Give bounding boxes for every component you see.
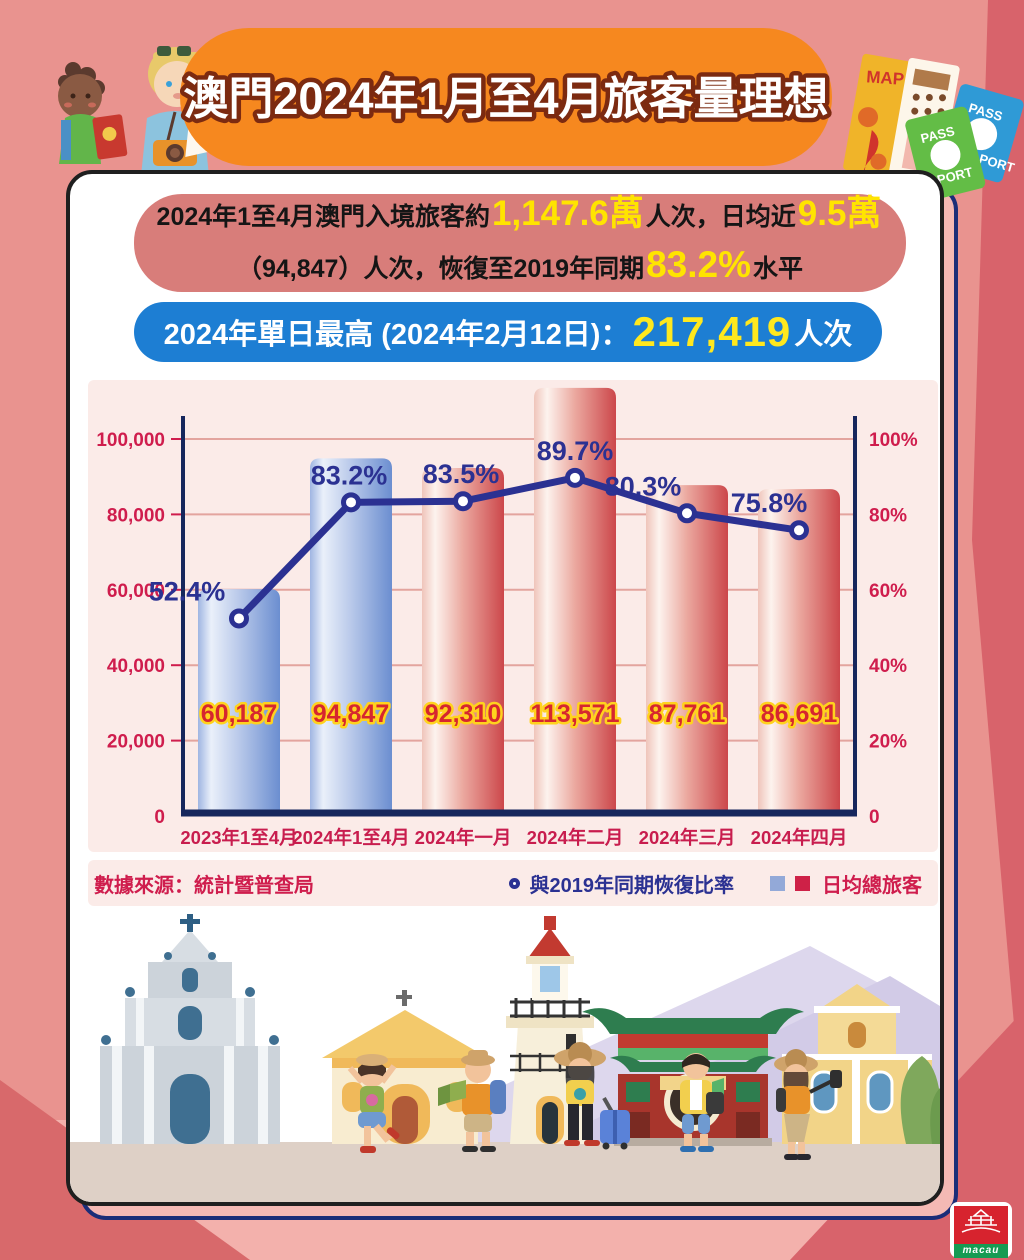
legend-blue-square-icon: [770, 875, 785, 891]
summary-highlight-daily: 9.5萬: [797, 193, 882, 233]
macau-tourism-logo: macau: [950, 1202, 1012, 1258]
page-title: 澳門2024年1月至4月旅客量理想: [183, 73, 828, 124]
daily-record-suffix: 人次: [794, 319, 853, 351]
right-axis-label: 40%: [869, 656, 907, 677]
right-axis-label: 60%: [869, 581, 907, 602]
percent-label: 75.8%: [731, 488, 808, 518]
tourist-ticket-man: [680, 1053, 724, 1152]
bar: [310, 458, 392, 816]
bar-value-label: 113,571: [531, 700, 620, 728]
bar-value-label: 94,847: [313, 700, 389, 728]
line-marker: [453, 491, 473, 512]
bar-value-label: 92,310: [425, 700, 501, 728]
summary-highlight-total: 1,147.6萬: [491, 193, 644, 233]
data-source-label: 數據來源：統計暨普查局: [94, 874, 314, 897]
visitors-chart: 0 0 20,000 20% 40,000 40% 60,000 60% 80,000 80% 10…: [96, 387, 918, 848]
line-marker: [565, 467, 585, 488]
bar-value-label: 87,761: [649, 700, 726, 728]
percent-label: 83.5%: [423, 459, 500, 489]
legend-red-square-icon: [795, 875, 810, 891]
right-axis-label: 100%: [869, 430, 918, 451]
daily-record-box: 2024年單日最高 (2024年2月12日)： 217,419 人次: [134, 302, 882, 362]
right-axis-label: 80%: [869, 505, 907, 526]
category-label: 2024年四月: [751, 827, 848, 848]
legend-line-label: 與2019年同期恢復比率: [529, 874, 735, 897]
percent-label: 52.4%: [149, 576, 226, 606]
bar: [758, 489, 840, 816]
summary-text: 水平: [753, 254, 804, 283]
percent-label: 89.7%: [537, 436, 614, 466]
tourist-map-man: [438, 1050, 506, 1152]
title-banner: 澳門2024年1月至4月旅客量理想: [179, 28, 833, 166]
legend-bars-label: 日均總旅客: [822, 874, 922, 897]
daily-record-value: 217,419: [632, 308, 792, 355]
line-marker: [677, 503, 697, 524]
legend-strip: 數據來源：統計暨普查局 與2019年同期恢復比率 日均總旅客: [88, 860, 938, 906]
svg-text:MAP: MAP: [866, 67, 905, 89]
macau-landmarks-illustration: [70, 906, 940, 1202]
bar-value-label: 60,187: [201, 700, 277, 728]
left-axis-label: 20,000: [107, 732, 165, 753]
percent-label: 83.2%: [311, 460, 388, 490]
guia-lighthouse: [506, 916, 594, 1144]
summary-box: 2024年1至4月澳門入境旅客約1,147.6萬人次，日均近9.5萬 （94,8…: [134, 194, 906, 292]
suitcase: [600, 1097, 630, 1150]
category-label: 2024年二月: [527, 827, 624, 848]
line-marker: [341, 492, 361, 513]
traveller-left: [58, 62, 128, 164]
line-marker: [229, 608, 249, 629]
right-axis-label: 0: [869, 807, 880, 828]
line-marker: [789, 520, 809, 541]
category-label: 2024年一月: [415, 827, 512, 848]
category-label: 2024年三月: [639, 827, 736, 848]
left-axis-label: 100,000: [96, 430, 165, 451]
logo-emblem: [954, 1206, 1008, 1244]
bar: [198, 589, 280, 816]
ruins-st-pauls: [100, 914, 280, 1144]
bar: [422, 467, 504, 816]
left-axis-label: 80,000: [107, 505, 165, 526]
daily-record-label: 2024年單日最高 (2024年2月12日)：: [163, 319, 630, 351]
bar: [534, 387, 616, 816]
category-label: 2023年1至4月: [180, 827, 297, 848]
left-axis-label: 40,000: [107, 656, 165, 677]
summary-line-1: 2024年1至4月澳門入境旅客約1,147.6萬人次，日均近9.5萬: [157, 192, 884, 243]
logo-wordmark: macau: [954, 1244, 1008, 1258]
chart-legend: 與2019年同期恢復比率 日均總旅客: [508, 869, 922, 898]
chart-panel: 0 0 20,000 20% 40,000 40% 60,000 60% 80,000 80% 10…: [88, 380, 938, 852]
left-axis-label: 0: [154, 807, 165, 828]
left-axis-label: 60,000: [107, 581, 165, 602]
bar-value-label: 86,691: [761, 700, 838, 728]
category-label: 2024年1至4月: [292, 827, 409, 848]
main-card: 2024年1至4月澳門入境旅客約1,147.6萬人次，日均近9.5萬 （94,8…: [66, 170, 944, 1206]
bar: [646, 485, 728, 816]
ground: [70, 1142, 940, 1202]
bushes: [900, 1056, 940, 1144]
summary-text: 2024年1至4月澳門入境旅客約: [156, 202, 490, 231]
percent-label: 80.3%: [605, 471, 682, 501]
recovery-line: [235, 474, 803, 622]
summary-line-2: （94,847）人次，恢復至2019年同期83.2%水平: [237, 243, 803, 295]
right-axis-label: 20%: [869, 732, 907, 753]
tourist-jumping-woman: [347, 1054, 400, 1153]
travel-items-illustration: MAP PASS PORT PASS PORT: [843, 53, 1024, 198]
summary-highlight-recovery: 83.2%: [646, 243, 751, 285]
summary-text: （94,847）人次，恢復至2019年同期: [236, 254, 645, 283]
tourist-suitcase-woman: [554, 1042, 630, 1150]
tourist-selfie-woman: [774, 1049, 842, 1160]
chapel: [322, 990, 488, 1144]
legend-line-marker-icon: [508, 877, 520, 889]
summary-text: 人次，日均近: [645, 202, 796, 231]
